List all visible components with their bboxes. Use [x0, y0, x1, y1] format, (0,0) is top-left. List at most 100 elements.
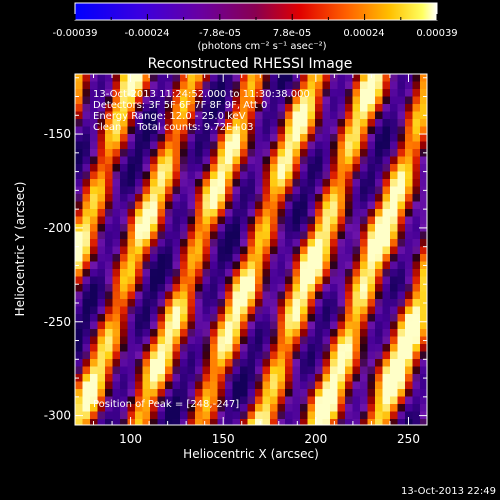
- heatmap-cell: [255, 411, 263, 420]
- heatmap-cell: [135, 261, 143, 270]
- heatmap-cell: [202, 126, 211, 135]
- heatmap-cell: [412, 156, 421, 165]
- heatmap-cell: [232, 284, 241, 292]
- heatmap-cell: [322, 201, 331, 210]
- heatmap-cell: [292, 359, 301, 367]
- heatmap-cell: [232, 404, 241, 412]
- heatmap-cell: [112, 111, 121, 120]
- heatmap-cell: [360, 396, 368, 405]
- heatmap-cell: [262, 126, 271, 135]
- heatmap-cell: [97, 374, 106, 382]
- heatmap-cell: [330, 396, 338, 405]
- heatmap-cell: [135, 404, 143, 412]
- heatmap-cell: [300, 224, 308, 232]
- heatmap-cell: [112, 104, 121, 112]
- heatmap-cell: [90, 321, 98, 330]
- heatmap-cell: [285, 389, 293, 397]
- heatmap-cell: [300, 396, 308, 405]
- heatmap-cell: [367, 89, 376, 97]
- heatmap-cell: [240, 216, 248, 225]
- heatmap-cell: [255, 156, 263, 165]
- heatmap-cell: [127, 366, 136, 375]
- heatmap-cell: [375, 141, 383, 150]
- heatmap-cell: [307, 374, 316, 382]
- heatmap-cell: [360, 149, 368, 157]
- heatmap-cell: [112, 216, 121, 225]
- heatmap-cell: [127, 419, 136, 425]
- heatmap-cell: [420, 366, 427, 375]
- heatmap-cell: [187, 134, 196, 142]
- heatmap-cell: [397, 224, 406, 232]
- heatmap-cell: [210, 314, 218, 322]
- heatmap-cell: [97, 239, 106, 247]
- heatmap-cell: [82, 419, 91, 425]
- heatmap-cell: [97, 164, 106, 172]
- heatmap-cell: [390, 126, 398, 135]
- heatmap-cell: [172, 74, 181, 82]
- heatmap-cell: [202, 224, 211, 232]
- heatmap-cell: [360, 224, 368, 232]
- heatmap-cell: [277, 141, 286, 150]
- heatmap-cell: [120, 419, 128, 425]
- heatmap-cell: [367, 186, 376, 195]
- heatmap-cell: [397, 149, 406, 157]
- heatmap-cell: [382, 89, 391, 97]
- heatmap-cell: [187, 246, 196, 255]
- heatmap-cell: [232, 81, 241, 90]
- heatmap-cell: [337, 411, 346, 420]
- heatmap-cell: [247, 149, 256, 157]
- heatmap-cell: [285, 254, 293, 262]
- heatmap-cell: [345, 359, 353, 367]
- heatmap-cell: [360, 89, 368, 97]
- heatmap-cell: [375, 261, 383, 270]
- heatmap-cell: [382, 224, 391, 232]
- heatmap-cell: [390, 164, 398, 172]
- heatmap-cell: [367, 246, 376, 255]
- heatmap-cell: [292, 254, 301, 262]
- heatmap-cell: [300, 194, 308, 202]
- heatmap-cell: [247, 209, 256, 217]
- heatmap-cell: [397, 254, 406, 262]
- heatmap-cell: [225, 389, 233, 397]
- heatmap-cell: [277, 111, 286, 120]
- heatmap-cell: [135, 366, 143, 375]
- heatmap-cell: [345, 164, 353, 172]
- heatmap-cell: [217, 389, 226, 397]
- heatmap-cell: [97, 186, 106, 195]
- heatmap-cell: [337, 156, 346, 165]
- heatmap-cell: [247, 254, 256, 262]
- heatmap-cell: [225, 246, 233, 255]
- heatmap-cell: [345, 74, 353, 82]
- heatmap-cell: [180, 344, 188, 352]
- heatmap-cell: [105, 209, 113, 217]
- heatmap-cell: [397, 96, 406, 105]
- heatmap-cell: [285, 291, 293, 300]
- heatmap-cell: [82, 306, 91, 315]
- heatmap-cell: [90, 366, 98, 375]
- heatmap-cell: [382, 351, 391, 360]
- heatmap-cell: [120, 231, 128, 240]
- heatmap-cell: [172, 351, 181, 360]
- heatmap-cell: [412, 126, 421, 135]
- heatmap-cell: [397, 81, 406, 90]
- heatmap-cell: [292, 291, 301, 300]
- heatmap-cell: [330, 224, 338, 232]
- heatmap-cell: [352, 89, 361, 97]
- heatmap-cell: [352, 224, 361, 232]
- heatmap-cell: [120, 194, 128, 202]
- heatmap-cell: [172, 186, 181, 195]
- heatmap-cell: [255, 149, 263, 157]
- heatmap-cell: [315, 366, 323, 375]
- heatmap-cell: [225, 306, 233, 315]
- heatmap-cell: [127, 96, 136, 105]
- heatmap-cell: [412, 119, 421, 127]
- heatmap-cell: [165, 134, 173, 142]
- heatmap-cell: [255, 299, 263, 307]
- heatmap-cell: [247, 411, 256, 420]
- heatmap-cell: [315, 171, 323, 180]
- heatmap-cell: [382, 126, 391, 135]
- heatmap-cell: [232, 239, 241, 247]
- heatmap-cell: [397, 314, 406, 322]
- heatmap-cell: [90, 179, 98, 187]
- heatmap-cell: [180, 381, 188, 390]
